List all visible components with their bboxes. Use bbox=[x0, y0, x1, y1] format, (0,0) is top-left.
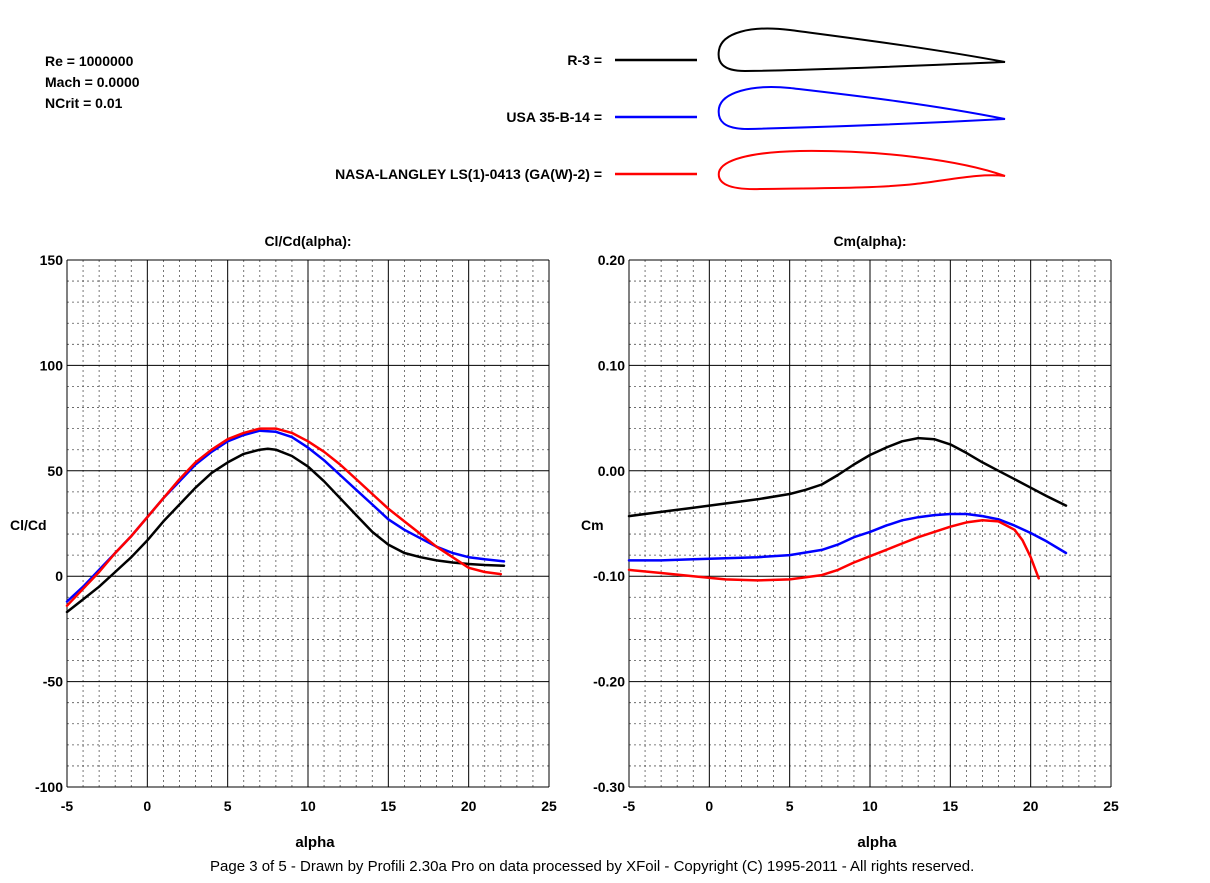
footer-credit: Page 3 of 5 - Drawn by Profili 2.30a Pro… bbox=[210, 858, 975, 875]
clcd-x-tick-label: -5 bbox=[61, 798, 74, 814]
clcd-y-tick-label: 50 bbox=[47, 463, 63, 479]
legend-label-usa35b14: USA 35-B-14 = bbox=[506, 109, 602, 125]
clcd-x-axis-label: alpha bbox=[295, 834, 335, 851]
cm-y-tick-label: 0.00 bbox=[598, 463, 625, 479]
clcd-x-tick-label: 15 bbox=[381, 798, 397, 814]
legend-label-r3: R-3 = bbox=[567, 52, 602, 68]
cm-y-axis-label: Cm bbox=[581, 517, 604, 533]
airfoil-shape-nasa-ls0413 bbox=[717, 149, 1006, 191]
clcd-x-tick-label: 0 bbox=[143, 798, 151, 814]
clcd-x-tick-label: 20 bbox=[461, 798, 477, 814]
clcd-x-tick-label: 25 bbox=[541, 798, 557, 814]
cm-y-tick-label: 0.20 bbox=[598, 252, 625, 268]
cm-x-tick-label: 0 bbox=[705, 798, 713, 814]
clcd-x-tick-label: 5 bbox=[224, 798, 232, 814]
cm-x-axis-label: alpha bbox=[857, 834, 897, 851]
cm-x-tick-label: -5 bbox=[623, 798, 636, 814]
clcd-x-tick-label: 10 bbox=[300, 798, 316, 814]
cm-chart: -5 0 5 10 15 20 25 -0.30 -0.20 -0.10 0.00 0.10 0.20 C… bbox=[581, 233, 1119, 851]
clcd-y-tick-label: 100 bbox=[40, 357, 64, 373]
cm-x-tick-label: 20 bbox=[1023, 798, 1039, 814]
cm-x-tick-label: 15 bbox=[943, 798, 959, 814]
cm-x-tick-label: 25 bbox=[1103, 798, 1119, 814]
clcd-y-tick-label: 150 bbox=[40, 252, 64, 268]
clcd-y-tick-label: -50 bbox=[43, 674, 63, 690]
airfoil-shape-r3 bbox=[717, 27, 1006, 73]
cm-series-line-0 bbox=[627, 436, 1068, 518]
cm-y-tick-label: -0.30 bbox=[593, 779, 625, 795]
clcd-series-line-2 bbox=[65, 427, 503, 607]
cm-x-tick-label: 10 bbox=[862, 798, 878, 814]
cm-y-tick-label: -0.20 bbox=[593, 674, 625, 690]
cm-series-line-1 bbox=[627, 512, 1068, 562]
cm-chart-title: Cm(alpha): bbox=[833, 233, 906, 249]
cm-y-tick-label: 0.10 bbox=[598, 357, 625, 373]
cm-x-tick-label: 5 bbox=[786, 798, 794, 814]
clcd-y-tick-label: 0 bbox=[55, 568, 63, 584]
clcd-y-tick-label: -100 bbox=[35, 779, 63, 795]
cm-y-tick-label: -0.10 bbox=[593, 568, 625, 584]
cm-series-line-2 bbox=[627, 519, 1040, 582]
mach-number: Mach = 0.0000 bbox=[45, 74, 140, 90]
legend-label-nasa-ls0413: NASA-LANGLEY LS(1)-0413 (GA(W)-2) = bbox=[335, 166, 602, 182]
clcd-series-line-0 bbox=[65, 447, 506, 614]
reynolds-number: Re = 1000000 bbox=[45, 53, 134, 69]
airfoil-shape-usa35b14 bbox=[717, 86, 1006, 131]
clcd-y-axis-label: Cl/Cd bbox=[10, 517, 47, 533]
ncrit-value: NCrit = 0.01 bbox=[45, 95, 123, 111]
clcd-chart: -5 0 5 10 15 20 25-100-50050100150Cl/Cd(alpha)… bbox=[10, 233, 557, 851]
clcd-chart-title: Cl/Cd(alpha): bbox=[264, 233, 351, 249]
